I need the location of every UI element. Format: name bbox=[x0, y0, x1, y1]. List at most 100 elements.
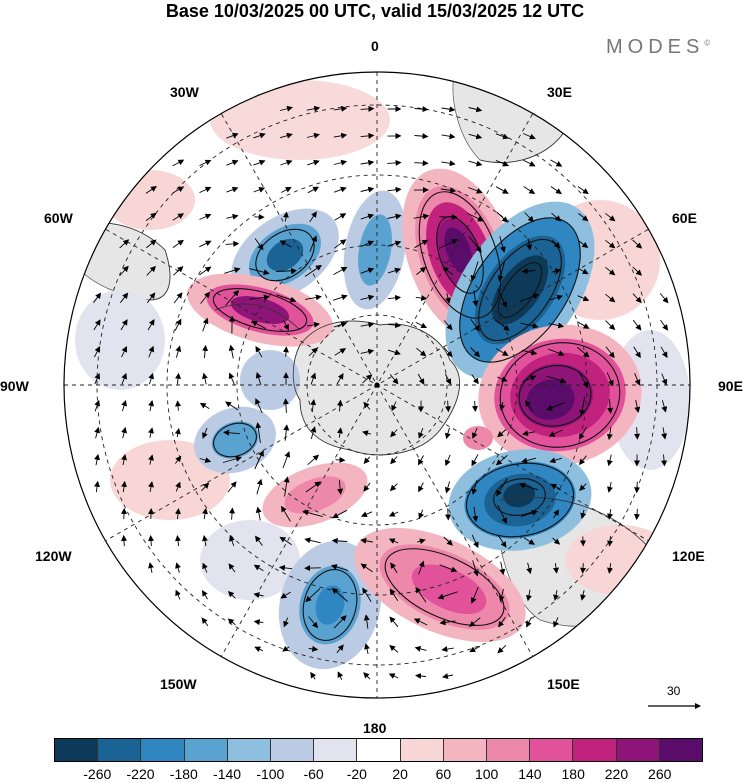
wind-vector bbox=[172, 159, 185, 167]
anomaly-shading bbox=[75, 80, 690, 670]
wind-vector bbox=[577, 321, 590, 329]
wind-vector bbox=[606, 426, 613, 441]
lon-label-0: 0 bbox=[371, 38, 379, 54]
wind-vector bbox=[553, 617, 559, 628]
wind-vector bbox=[415, 321, 428, 329]
wind-vector bbox=[223, 429, 240, 436]
wind-vector bbox=[388, 511, 399, 517]
wind-vector bbox=[175, 535, 181, 547]
colorbar-swatch bbox=[141, 739, 185, 761]
south-pole-marker bbox=[374, 382, 380, 388]
wind-vector bbox=[441, 133, 456, 140]
brand-text: MODES bbox=[606, 36, 705, 58]
wind-vector bbox=[497, 534, 507, 548]
wind-vector bbox=[632, 266, 643, 276]
wind-vector bbox=[550, 483, 561, 491]
wind-vector bbox=[526, 238, 533, 251]
wind-vector bbox=[254, 646, 263, 653]
wind-vector bbox=[494, 319, 510, 331]
wind-vector bbox=[336, 427, 343, 438]
wind-vector bbox=[521, 268, 536, 275]
wind-vector bbox=[229, 507, 236, 520]
wind-vector bbox=[389, 483, 398, 492]
lon-label-30w: 30W bbox=[170, 84, 199, 100]
wind-vector bbox=[523, 159, 536, 167]
wind-vector bbox=[360, 105, 375, 112]
wind-vector bbox=[253, 132, 266, 139]
wind-vector bbox=[387, 267, 401, 274]
wind-vector bbox=[93, 292, 102, 303]
wind-vector bbox=[255, 372, 262, 386]
wind-vector bbox=[441, 160, 456, 167]
wind-vector bbox=[632, 239, 643, 249]
wind-vector bbox=[578, 240, 589, 249]
wind-vector bbox=[283, 476, 290, 497]
wind-vector bbox=[632, 293, 642, 304]
wind-vector bbox=[524, 212, 534, 223]
wind-vector bbox=[387, 322, 402, 329]
wind-vector bbox=[495, 133, 510, 140]
wind-vector bbox=[309, 211, 317, 223]
wind-vector bbox=[333, 294, 348, 301]
wind-vector bbox=[175, 372, 182, 385]
wind-vector bbox=[227, 618, 236, 626]
wind-vector bbox=[199, 266, 212, 276]
wind-vector bbox=[148, 427, 154, 438]
wind-vector bbox=[278, 564, 293, 571]
wind-vector bbox=[93, 346, 101, 358]
wind-vector bbox=[520, 322, 539, 329]
wind-vector bbox=[495, 348, 509, 356]
wind-vector bbox=[251, 320, 267, 330]
wind-vector bbox=[94, 453, 101, 466]
wind-vector bbox=[469, 617, 481, 627]
wind-vector bbox=[468, 187, 483, 194]
wind-vector bbox=[469, 645, 481, 653]
wind-vector bbox=[440, 187, 457, 194]
wind-vector bbox=[93, 319, 101, 331]
wind-vector bbox=[579, 396, 586, 416]
wind-vector bbox=[337, 480, 344, 495]
wind-vector bbox=[525, 400, 533, 412]
wind-vector bbox=[283, 424, 290, 441]
wind-vector bbox=[634, 399, 641, 413]
wind-vector bbox=[304, 537, 321, 544]
wind-vector bbox=[578, 213, 589, 222]
wind-vector bbox=[444, 481, 451, 494]
wind-vector bbox=[199, 457, 212, 463]
wind-vector bbox=[146, 292, 156, 304]
wind-vector bbox=[607, 509, 613, 520]
wind-vector bbox=[387, 294, 402, 301]
wind-vector bbox=[201, 617, 209, 627]
wind-vector bbox=[228, 563, 236, 573]
wind-vector bbox=[202, 535, 208, 547]
wind-vector bbox=[470, 347, 481, 358]
wind-vector bbox=[94, 426, 100, 439]
wind-vector bbox=[495, 159, 510, 167]
wind-vector bbox=[605, 212, 616, 222]
wind-vector bbox=[414, 133, 429, 140]
wind-vector bbox=[578, 455, 587, 466]
wind-vector bbox=[279, 240, 292, 248]
wind-vector bbox=[121, 480, 127, 493]
wind-vector bbox=[499, 236, 506, 253]
wind-vector bbox=[417, 538, 426, 545]
wind-vector bbox=[414, 160, 429, 167]
colorbar-tick-label: 180 bbox=[561, 766, 585, 782]
wind-vector bbox=[279, 132, 293, 139]
wind-vector bbox=[661, 373, 668, 386]
wind-vector bbox=[661, 427, 668, 440]
wind-vector bbox=[360, 240, 375, 248]
wind-vector bbox=[360, 348, 375, 355]
wind-vector bbox=[360, 321, 375, 328]
wind-vector bbox=[121, 426, 127, 439]
wind-vector bbox=[175, 508, 181, 520]
wind-vector-field bbox=[93, 105, 669, 680]
colorbar-tick-label: -220 bbox=[126, 766, 155, 782]
wind-vector bbox=[634, 373, 641, 386]
wind-vector bbox=[468, 235, 482, 253]
wind-vector bbox=[120, 292, 129, 303]
wind-vector bbox=[279, 536, 292, 546]
wind-vector bbox=[175, 345, 182, 358]
wind-vector bbox=[280, 591, 292, 599]
wind-vector bbox=[389, 374, 399, 385]
